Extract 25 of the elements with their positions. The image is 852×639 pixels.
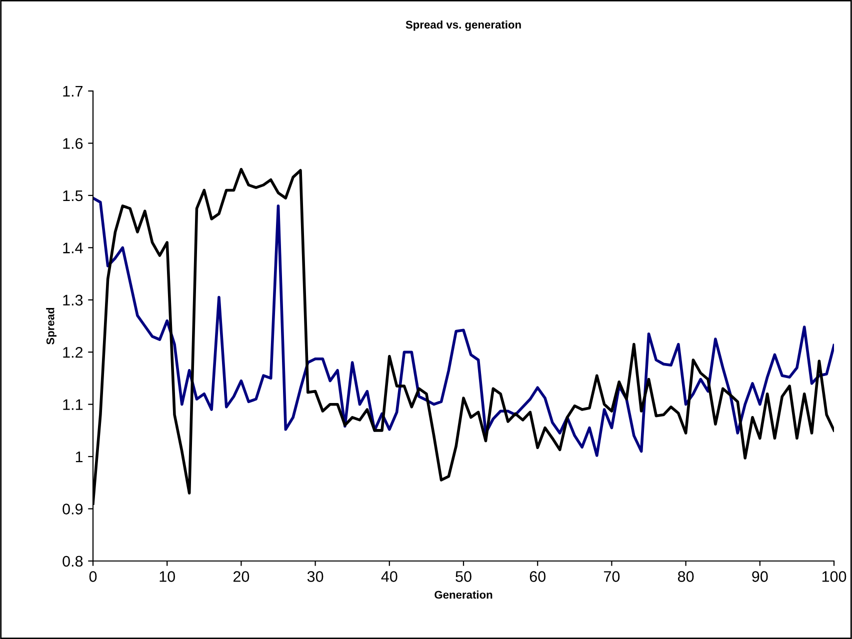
x-tick-label: 40 — [381, 571, 398, 582]
x-tick-label: 60 — [530, 571, 546, 582]
x-tick-label: 50 — [456, 571, 472, 582]
y-tick-label: 0.8 — [62, 556, 83, 567]
x-tick-label: 100 — [822, 571, 846, 582]
y-tick-label: 1.6 — [63, 138, 83, 149]
x-tick-label: 90 — [752, 571, 768, 582]
x-tick-label: 20 — [233, 571, 250, 582]
y-tick-label: 1.2 — [63, 346, 83, 358]
y-tick-label: 1.7 — [63, 86, 83, 97]
x-axis-title: Generation — [434, 590, 492, 599]
chart-title: Spread vs. generation — [406, 20, 521, 31]
x-tick-label: 80 — [678, 571, 694, 582]
y-tick-label: 1 — [76, 452, 83, 462]
y-axis-title: Spread — [46, 308, 56, 345]
x-tick-label: 30 — [307, 571, 324, 582]
y-tick-label: 1.4 — [63, 242, 83, 254]
x-tick-label: 10 — [160, 571, 175, 582]
y-tick-label: 1.3 — [63, 294, 83, 306]
y-tick-label: 1.5 — [63, 190, 83, 202]
x-tick-label: 0 — [89, 571, 97, 582]
x-tick-label: 70 — [604, 571, 620, 582]
y-tick-label: 0.9 — [62, 504, 83, 514]
line-series — [93, 196, 834, 457]
y-tick-label: 1.1 — [63, 399, 83, 410]
